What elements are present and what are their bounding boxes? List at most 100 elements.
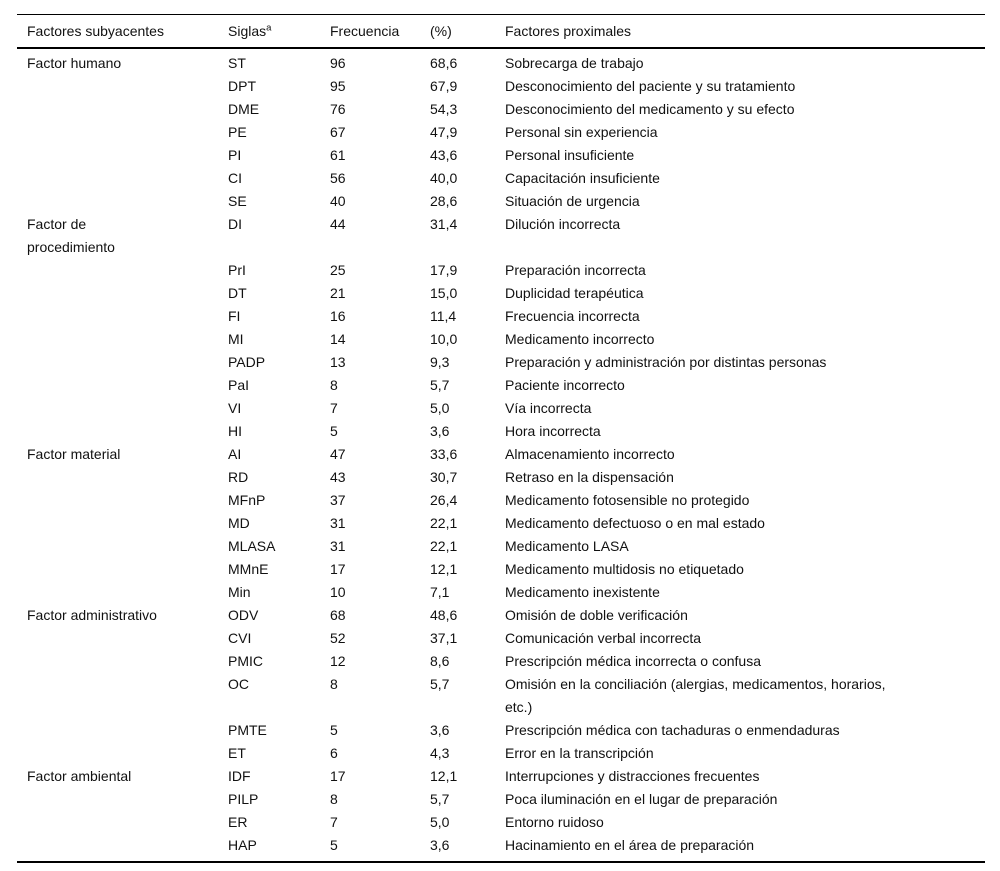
- table-row: MLASA 31 22,1 Medicamento LASA: [17, 535, 985, 558]
- sigla-cell: ODV: [228, 607, 259, 623]
- percent-cell: 22,1: [430, 515, 458, 531]
- frequency-cell: 40: [330, 193, 346, 209]
- percent-cell: 40,0: [430, 170, 458, 186]
- proximal-factor-cell: Capacitación insuficiente: [505, 170, 660, 186]
- frequency-cell: 21: [330, 285, 346, 301]
- percent-cell: 22,1: [430, 538, 458, 554]
- underlying-factor-cell: Factor ambiental: [27, 768, 132, 784]
- table-row: PMIC 12 8,6 Prescripción médica incorrec…: [17, 650, 985, 673]
- underlying-factor-cell: [17, 719, 228, 742]
- frequency-cell: 31: [330, 538, 346, 554]
- sigla-cell: OC: [228, 676, 249, 692]
- sigla-cell: DT: [228, 285, 247, 301]
- table-row: PADP 13 9,3 Preparación y administración…: [17, 351, 985, 374]
- proximal-factor-cell: Hora incorrecta: [505, 423, 601, 439]
- percent-cell: 11,4: [430, 308, 457, 324]
- percent-cell: 5,0: [430, 814, 450, 830]
- percent-cell: 3,6: [430, 423, 450, 439]
- frequency-cell: 10: [330, 584, 346, 600]
- percent-cell: 17,9: [430, 262, 458, 278]
- table-row: MMnE 17 12,1 Medicamento multidosis no e…: [17, 558, 985, 581]
- table-row: PMTE 5 3,6 Prescripción médica con tacha…: [17, 719, 985, 742]
- sigla-cell: CVI: [228, 630, 252, 646]
- underlying-factor-cell: [17, 558, 228, 581]
- frequency-cell: 7: [330, 814, 338, 830]
- underlying-factor-cell: [17, 811, 228, 834]
- underlying-factor-cell: [17, 397, 228, 420]
- underlying-factor-cell: [17, 121, 228, 144]
- percent-cell: 33,6: [430, 446, 458, 462]
- underlying-factor-cell: Factor humano: [27, 55, 122, 71]
- percent-cell: 5,7: [430, 377, 450, 393]
- table-row: PE 67 47,9 Personal sin experiencia: [17, 121, 985, 144]
- sigla-cell: VI: [228, 400, 242, 416]
- proximal-factor-cell: Medicamento fotosensible no protegido: [505, 492, 750, 508]
- frequency-cell: 7: [330, 400, 338, 416]
- underlying-factor-cell: [17, 466, 228, 489]
- proximal-factor-cell: Desconocimiento del medicamento y su efe…: [505, 101, 795, 117]
- sigla-cell: DI: [228, 216, 242, 232]
- percent-cell: 47,9: [430, 124, 458, 140]
- header-row: Factores subyacentes Siglasa Frecuencia …: [17, 14, 985, 49]
- percent-cell: 28,6: [430, 193, 458, 209]
- table-header: Factores subyacentes Siglasa Frecuencia …: [17, 14, 985, 49]
- sigla-cell: PADP: [228, 354, 266, 370]
- table-row: DT 21 15,0 Duplicidad terapéutica: [17, 282, 985, 305]
- sigla-cell: PrI: [228, 262, 246, 278]
- sigla-cell: SE: [228, 193, 247, 209]
- underlying-factor-cell: [17, 351, 228, 374]
- table-row: MI 14 10,0 Medicamento incorrecto: [17, 328, 985, 351]
- header-siglas: Siglasa: [228, 14, 330, 49]
- proximal-factor-cell: Desconocimiento del paciente y su tratam…: [505, 78, 796, 94]
- table-row: Factor ambiental IDF 17 12,1 Interrupcio…: [17, 765, 985, 788]
- proximal-factor-cell: Entorno ruidoso: [505, 814, 604, 830]
- sigla-cell: HAP: [228, 837, 257, 853]
- frequency-cell: 8: [330, 377, 338, 393]
- sigla-cell: CI: [228, 170, 242, 186]
- table-body: Factor humano ST 96 68,6 Sobrecarga de t…: [17, 48, 985, 862]
- underlying-factor-cell: Factor de procedimiento: [27, 216, 115, 255]
- percent-cell: 43,6: [430, 147, 458, 163]
- frequency-cell: 17: [330, 561, 346, 577]
- sigla-cell: MI: [228, 331, 244, 347]
- percent-cell: 68,6: [430, 55, 458, 71]
- percent-cell: 15,0: [430, 285, 458, 301]
- percent-cell: 5,7: [430, 676, 450, 692]
- sigla-cell: PaI: [228, 377, 250, 393]
- table-row: CI 56 40,0 Capacitación insuficiente: [17, 167, 985, 190]
- percent-cell: 26,4: [430, 492, 458, 508]
- underlying-factor-cell: [17, 374, 228, 397]
- underlying-factor-cell: [17, 834, 228, 862]
- percent-cell: 3,6: [430, 722, 450, 738]
- frequency-cell: 47: [330, 446, 346, 462]
- proximal-factor-cell: Error en la transcripción: [505, 745, 654, 761]
- table-row: Factor de procedimiento DI 44 31,4 Diluc…: [17, 213, 985, 259]
- frequency-cell: 95: [330, 78, 346, 94]
- underlying-factor-cell: Factor material: [27, 446, 121, 462]
- underlying-factor-cell: [17, 98, 228, 121]
- table-row: Factor material AI 47 33,6 Almacenamient…: [17, 443, 985, 466]
- sigla-cell: PI: [228, 147, 242, 163]
- sigla-cell: ER: [228, 814, 248, 830]
- table-row: OC 8 5,7 Omisión en la conciliación (ale…: [17, 673, 985, 719]
- frequency-cell: 13: [330, 354, 346, 370]
- proximal-factor-cell: Almacenamiento incorrecto: [505, 446, 675, 462]
- frequency-cell: 43: [330, 469, 346, 485]
- sigla-cell: AI: [228, 446, 242, 462]
- frequency-cell: 25: [330, 262, 346, 278]
- proximal-factor-cell: Omisión en la conciliación (alergias, me…: [505, 676, 886, 715]
- table-row: HI 5 3,6 Hora incorrecta: [17, 420, 985, 443]
- proximal-factor-cell: Prescripción médica con tachaduras o enm…: [505, 722, 840, 738]
- percent-cell: 54,3: [430, 101, 458, 117]
- proximal-factor-cell: Personal sin experiencia: [505, 124, 658, 140]
- underlying-factor-cell: [17, 167, 228, 190]
- table-row: HAP 5 3,6 Hacinamiento en el área de pre…: [17, 834, 985, 862]
- table-row: DPT 95 67,9 Desconocimiento del paciente…: [17, 75, 985, 98]
- sigla-cell: HI: [228, 423, 242, 439]
- sigla-cell: MFnP: [228, 492, 266, 508]
- header-proximal-factors: Factores proximales: [505, 14, 985, 49]
- table-row: VI 7 5,0 Vía incorrecta: [17, 397, 985, 420]
- proximal-factor-cell: Medicamento inexistente: [505, 584, 660, 600]
- siglas-footnote-marker: a: [266, 22, 272, 34]
- sigla-cell: PMTE: [228, 722, 267, 738]
